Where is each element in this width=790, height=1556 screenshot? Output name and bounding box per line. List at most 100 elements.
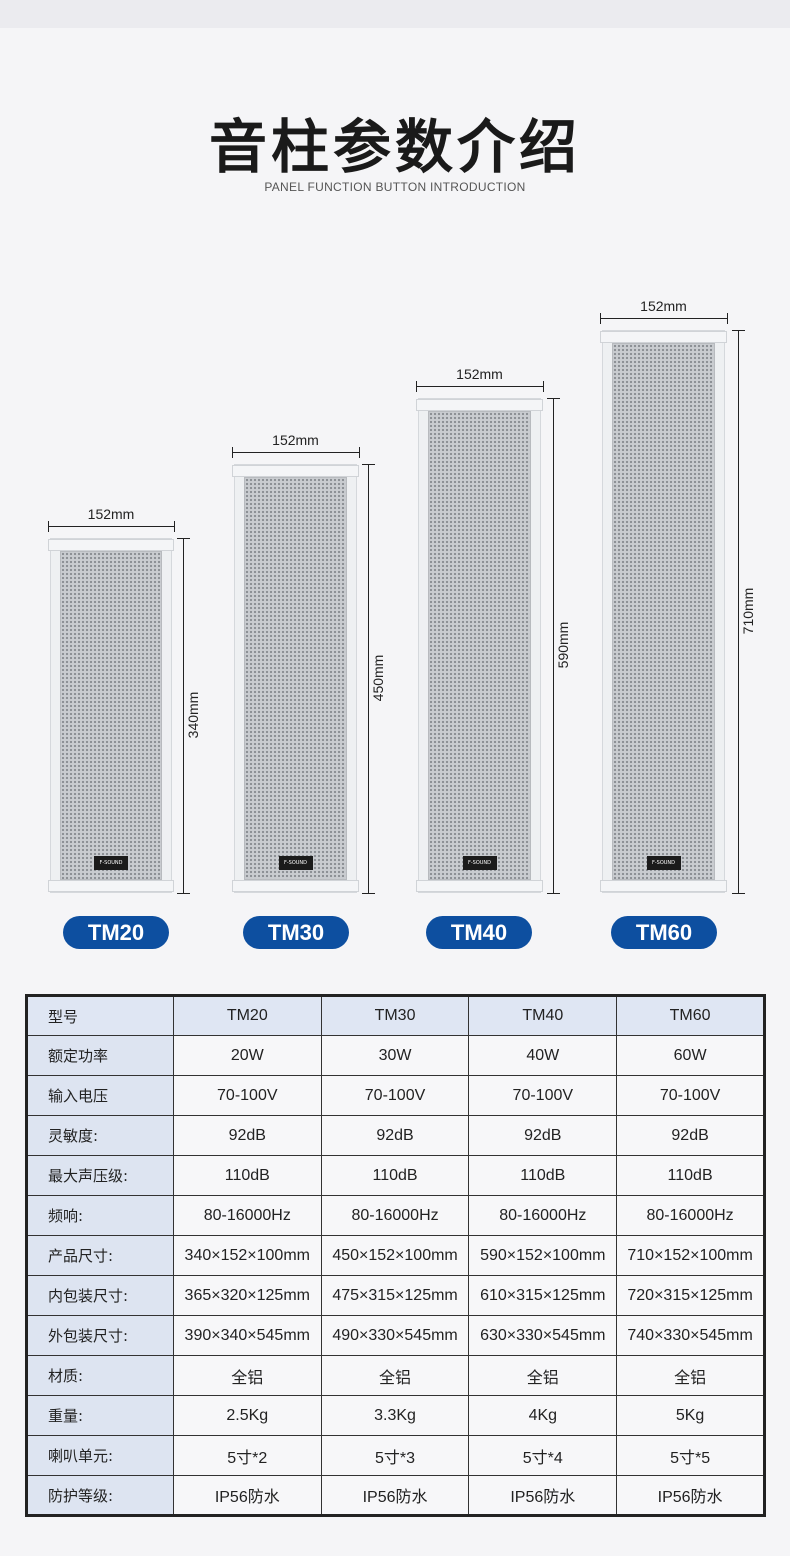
cell: 60W xyxy=(616,1035,765,1076)
table-row: 喇叭单元: 5寸*2 5寸*3 5寸*4 5寸*5 xyxy=(26,1435,765,1476)
cell: 3.3Kg xyxy=(320,1395,470,1436)
cell: 5寸*2 xyxy=(172,1435,322,1476)
brand-logo: F-SOUND xyxy=(462,856,497,870)
table-row: 产品尺寸: 340×152×100mm 450×152×100mm 590×152×1… xyxy=(26,1235,765,1276)
height-dimension-line xyxy=(553,398,554,893)
speaker-0: F-SOUND xyxy=(48,538,174,893)
cell: 全铝 xyxy=(320,1355,470,1396)
cell: 全铝 xyxy=(468,1355,618,1396)
cell: 30W xyxy=(320,1035,470,1076)
cell: 70-100V xyxy=(616,1075,765,1116)
page-subtitle: PANEL FUNCTION BUTTON INTRODUCTION xyxy=(264,180,526,194)
cell: 450×152×100mm xyxy=(320,1235,470,1276)
row-label: 额定功率 xyxy=(26,1035,174,1076)
height-label: 450mm xyxy=(370,654,386,701)
speaker-1: F-SOUND xyxy=(232,464,359,893)
brand-logo: F-SOUND xyxy=(278,856,313,870)
table-row: 外包装尺寸: 390×340×545mm 490×330×545mm 630×330×… xyxy=(26,1315,765,1356)
cell: 110dB xyxy=(172,1155,322,1196)
cell: 490×330×545mm xyxy=(320,1315,470,1356)
cell: 5寸*3 xyxy=(320,1435,470,1476)
row-label: 喇叭单元: xyxy=(26,1435,174,1476)
table-row: 防护等级: IP56防水 IP56防水 IP56防水 IP56防水 xyxy=(26,1475,765,1516)
cell: TM20 xyxy=(172,995,322,1036)
row-label: 型号 xyxy=(26,995,174,1036)
cell: 630×330×545mm xyxy=(468,1315,618,1356)
speaker-2: F-SOUND xyxy=(416,398,543,893)
cell: 590×152×100mm xyxy=(468,1235,618,1276)
speaker-grill xyxy=(612,343,715,880)
cell: IP56防水 xyxy=(172,1475,322,1516)
height-label: 710mm xyxy=(740,587,756,634)
table-header-row: 型号 TM20 TM30 TM40 TM60 xyxy=(26,995,765,1036)
width-label: 152mm xyxy=(456,366,503,382)
cell: 110dB xyxy=(320,1155,470,1196)
cell: 110dB xyxy=(468,1155,618,1196)
cell: 20W xyxy=(172,1035,322,1076)
row-label: 外包装尺寸: xyxy=(26,1315,174,1356)
table-row: 内包装尺寸: 365×320×125mm 475×315×125mm 610×315×… xyxy=(26,1275,765,1316)
height-label: 590mm xyxy=(555,621,571,668)
cell: 80-16000Hz xyxy=(616,1195,765,1236)
cell: 全铝 xyxy=(616,1355,765,1396)
cell: 70-100V xyxy=(320,1075,470,1116)
cell: 5Kg xyxy=(616,1395,765,1436)
row-label: 灵敏度: xyxy=(26,1115,174,1156)
row-label: 最大声压级: xyxy=(26,1155,174,1196)
cell: 80-16000Hz xyxy=(172,1195,322,1236)
cell: 710×152×100mm xyxy=(616,1235,765,1276)
cell: 110dB xyxy=(616,1155,765,1196)
cell: IP56防水 xyxy=(468,1475,618,1516)
cell: 610×315×125mm xyxy=(468,1275,618,1316)
cell: 80-16000Hz xyxy=(468,1195,618,1236)
width-dimension-line xyxy=(48,526,174,527)
cell: 5寸*4 xyxy=(468,1435,618,1476)
cell: 4Kg xyxy=(468,1395,618,1436)
cell: 92dB xyxy=(616,1115,765,1156)
speaker-grill xyxy=(60,551,162,880)
table-row: 频响: 80-16000Hz 80-16000Hz 80-16000Hz 80-1600… xyxy=(26,1195,765,1236)
height-dimension-line xyxy=(183,538,184,893)
row-label: 产品尺寸: xyxy=(26,1235,174,1276)
cell: 365×320×125mm xyxy=(172,1275,322,1316)
cell: IP56防水 xyxy=(616,1475,765,1516)
row-label: 输入电压 xyxy=(26,1075,174,1116)
cell: 70-100V xyxy=(468,1075,618,1116)
table-row: 最大声压级: 110dB 110dB 110dB 110dB xyxy=(26,1155,765,1196)
row-label: 重量: xyxy=(26,1395,174,1436)
model-badge: TM30 xyxy=(243,916,349,949)
table-row: 额定功率 20W 30W 40W 60W xyxy=(26,1035,765,1076)
brand-logo: F-SOUND xyxy=(94,856,128,870)
table-row: 材质: 全铝 全铝 全铝 全铝 xyxy=(26,1355,765,1396)
speaker-3: F-SOUND xyxy=(600,330,727,893)
width-dimension-line xyxy=(600,318,727,319)
cell: 80-16000Hz xyxy=(320,1195,470,1236)
width-dimension-line xyxy=(416,386,543,387)
page-title: 音柱参数介绍 xyxy=(208,113,581,181)
cell: 全铝 xyxy=(172,1355,322,1396)
cell: TM60 xyxy=(616,995,765,1036)
cell: 40W xyxy=(468,1035,618,1076)
cell: 475×315×125mm xyxy=(320,1275,470,1316)
cell: IP56防水 xyxy=(320,1475,470,1516)
cell: 2.5Kg xyxy=(172,1395,322,1436)
height-dimension-line xyxy=(738,330,739,893)
top-bar xyxy=(0,0,790,28)
cell: 5寸*5 xyxy=(616,1435,765,1476)
cell: 720×315×125mm xyxy=(616,1275,765,1316)
cell: TM40 xyxy=(468,995,618,1036)
cell: 340×152×100mm xyxy=(172,1235,322,1276)
model-badge: TM20 xyxy=(63,916,169,949)
height-label: 340mm xyxy=(185,691,201,738)
cell: TM30 xyxy=(320,995,470,1036)
brand-logo: F-SOUND xyxy=(646,856,681,870)
width-dimension-line xyxy=(232,452,359,453)
row-label: 防护等级: xyxy=(26,1475,174,1516)
width-label: 152mm xyxy=(272,432,319,448)
speaker-grill xyxy=(244,477,347,880)
row-label: 频响: xyxy=(26,1195,174,1236)
spec-table: 型号 TM20 TM30 TM40 TM60 额定功率 20W 30W 40W 60W 输入电压 70… xyxy=(25,994,766,1517)
width-label: 152mm xyxy=(640,298,687,314)
cell: 70-100V xyxy=(172,1075,322,1116)
table-row: 灵敏度: 92dB 92dB 92dB 92dB xyxy=(26,1115,765,1156)
